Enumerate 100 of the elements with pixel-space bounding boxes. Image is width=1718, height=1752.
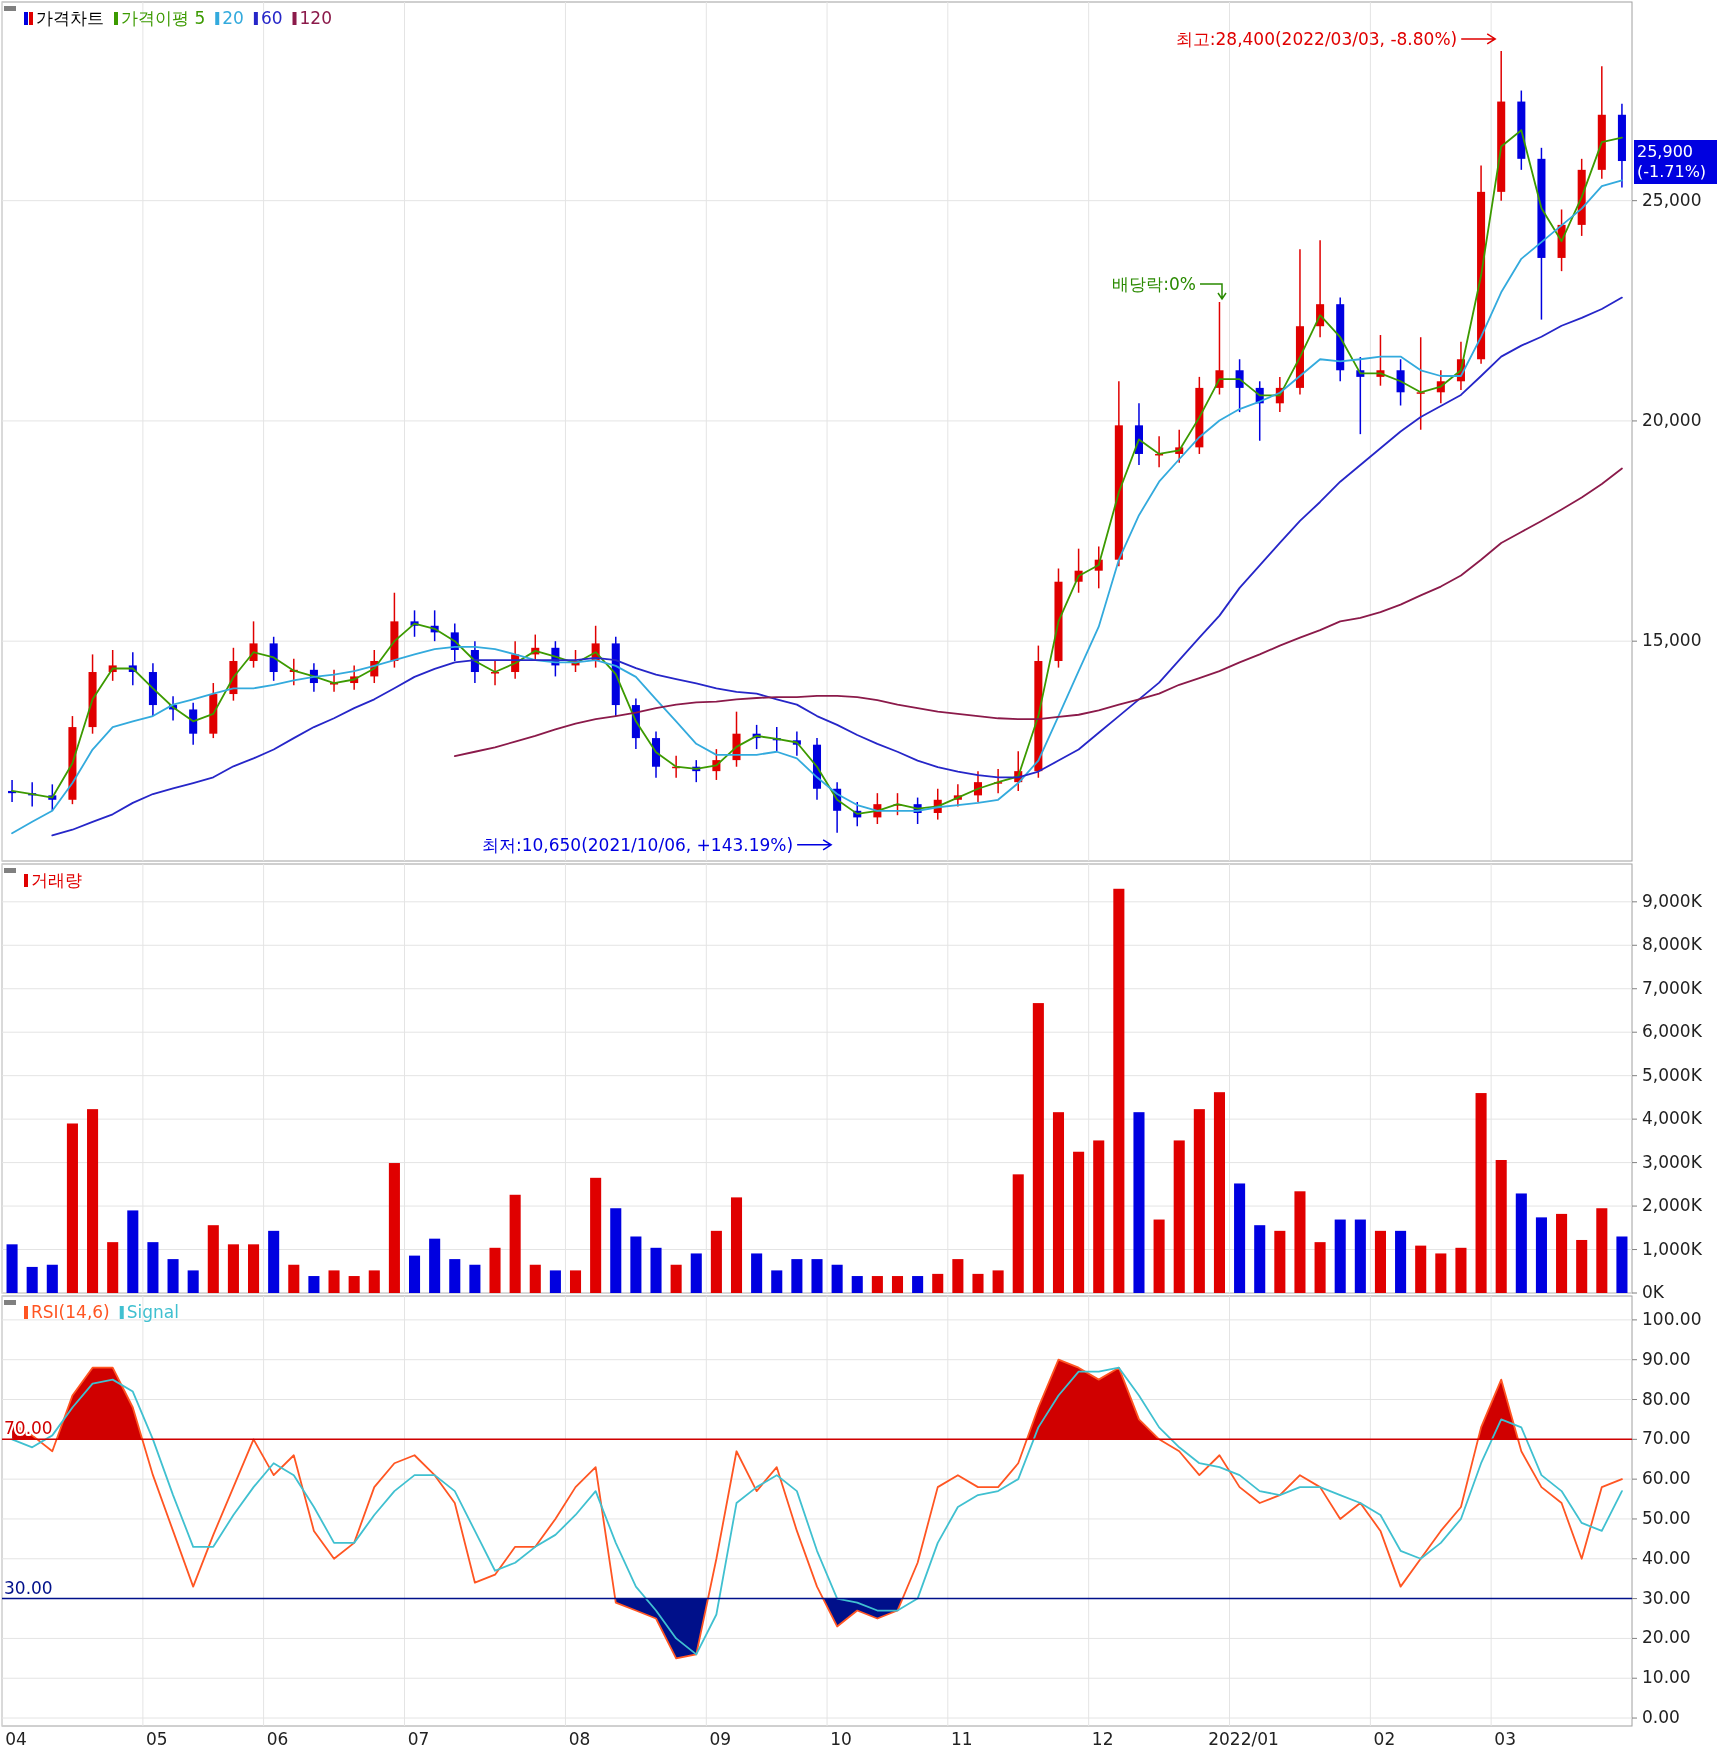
y-tick-label: 40.00 [1642,1547,1691,1568]
y-tick-label: 90.00 [1642,1348,1691,1369]
bar [1495,1160,1507,1293]
x-tick-label: 2022/01 [1208,1729,1279,1749]
line-series [453,467,1623,758]
bar [972,1273,984,1293]
x-tick-label: 07 [407,1729,430,1749]
bar [1435,1253,1447,1293]
bar [1334,1219,1346,1293]
legend-label: RSI(14,6) [31,1302,110,1322]
bar [1354,1219,1366,1293]
bar [610,1208,622,1293]
bar [1576,1239,1588,1293]
bar [227,1244,239,1293]
bar [268,1230,280,1293]
y-tick-label: 9,000K [1642,890,1703,911]
bar [1234,1183,1246,1293]
candlestick [1396,358,1405,407]
y-tick-label: 50.00 [1642,1507,1691,1528]
bar [992,1270,1004,1293]
bar [730,1197,743,1293]
bar [1254,1225,1266,1293]
x-tick-label: 11 [950,1729,973,1749]
legend-label: Signal [126,1302,179,1322]
legend-label: 60 [260,8,283,28]
legend-label: 가격이평 5 [121,8,206,28]
bar [791,1259,803,1293]
x-tick-label: 12 [1091,1729,1114,1749]
bar [1093,1140,1105,1293]
bar [1294,1191,1306,1293]
line-series [51,296,1623,837]
bar [469,1264,481,1293]
candlestick [491,660,500,686]
legend-label: 120 [299,8,332,28]
bar [248,1244,260,1293]
bar [912,1276,924,1293]
bar [288,1264,300,1293]
y-tick-label: 60.00 [1642,1468,1691,1489]
y-tick-label: 2,000K [1642,1195,1703,1216]
bar [710,1230,722,1293]
legend-label: 20 [222,8,244,28]
x-tick-label: 10 [830,1729,852,1749]
y-tick-label: 5,000K [1642,1064,1703,1085]
bar [6,1244,18,1293]
y-tick-label: 30.00 [1642,1587,1691,1608]
y-tick-label: 15,000 [1642,630,1702,651]
bar [1475,1093,1487,1293]
bar [207,1225,219,1293]
bar [771,1270,783,1293]
candlestick [1416,336,1425,431]
bar [409,1255,421,1293]
bar [590,1177,602,1293]
bar [328,1270,340,1293]
bar [1374,1230,1386,1293]
bar [1515,1193,1527,1294]
bar [187,1270,199,1293]
bar [107,1242,119,1293]
bar [429,1238,441,1293]
bar [26,1266,38,1293]
bar [1455,1247,1467,1293]
y-tick-label: 20,000 [1642,409,1702,430]
candlestick [330,669,339,693]
bar [1193,1109,1205,1293]
bar [308,1276,320,1293]
bar [1596,1208,1608,1293]
bar [952,1259,964,1293]
x-tick-label: 09 [709,1729,732,1749]
bar [1173,1140,1185,1293]
bar [1153,1219,1165,1293]
bar [831,1264,843,1293]
y-tick-label: 1,000K [1642,1238,1703,1259]
x-tick-label: 04 [5,1729,27,1749]
bar [1535,1217,1547,1293]
x-tick-label: 02 [1373,1729,1396,1749]
bar [1415,1245,1427,1293]
y-tick-label: 25,000 [1642,189,1702,210]
y-tick-label: 80.00 [1642,1388,1691,1409]
bar [891,1276,904,1293]
bar [1395,1230,1407,1293]
bar [1274,1230,1286,1293]
bar [1616,1236,1628,1293]
bar [388,1163,400,1293]
bar [1012,1174,1024,1293]
bar [549,1270,561,1293]
bar [1314,1242,1326,1293]
x-tick-label: 08 [568,1729,591,1749]
y-tick-label: 0K [1642,1282,1665,1302]
bar [650,1247,662,1293]
x-tick-label: 05 [146,1729,168,1749]
y-tick-label: 70.00 [1642,1428,1691,1449]
legend-label: 거래량 [31,870,82,890]
bar [1032,1003,1044,1293]
x-tick-label: 06 [266,1729,289,1749]
bar [449,1259,461,1293]
bar [690,1253,702,1293]
y-tick-label: 8,000K [1642,934,1703,955]
bar [871,1276,883,1293]
y-tick-label: 100.00 [1642,1308,1702,1329]
y-tick-label: 4,000K [1642,1108,1703,1129]
bar [509,1194,521,1293]
